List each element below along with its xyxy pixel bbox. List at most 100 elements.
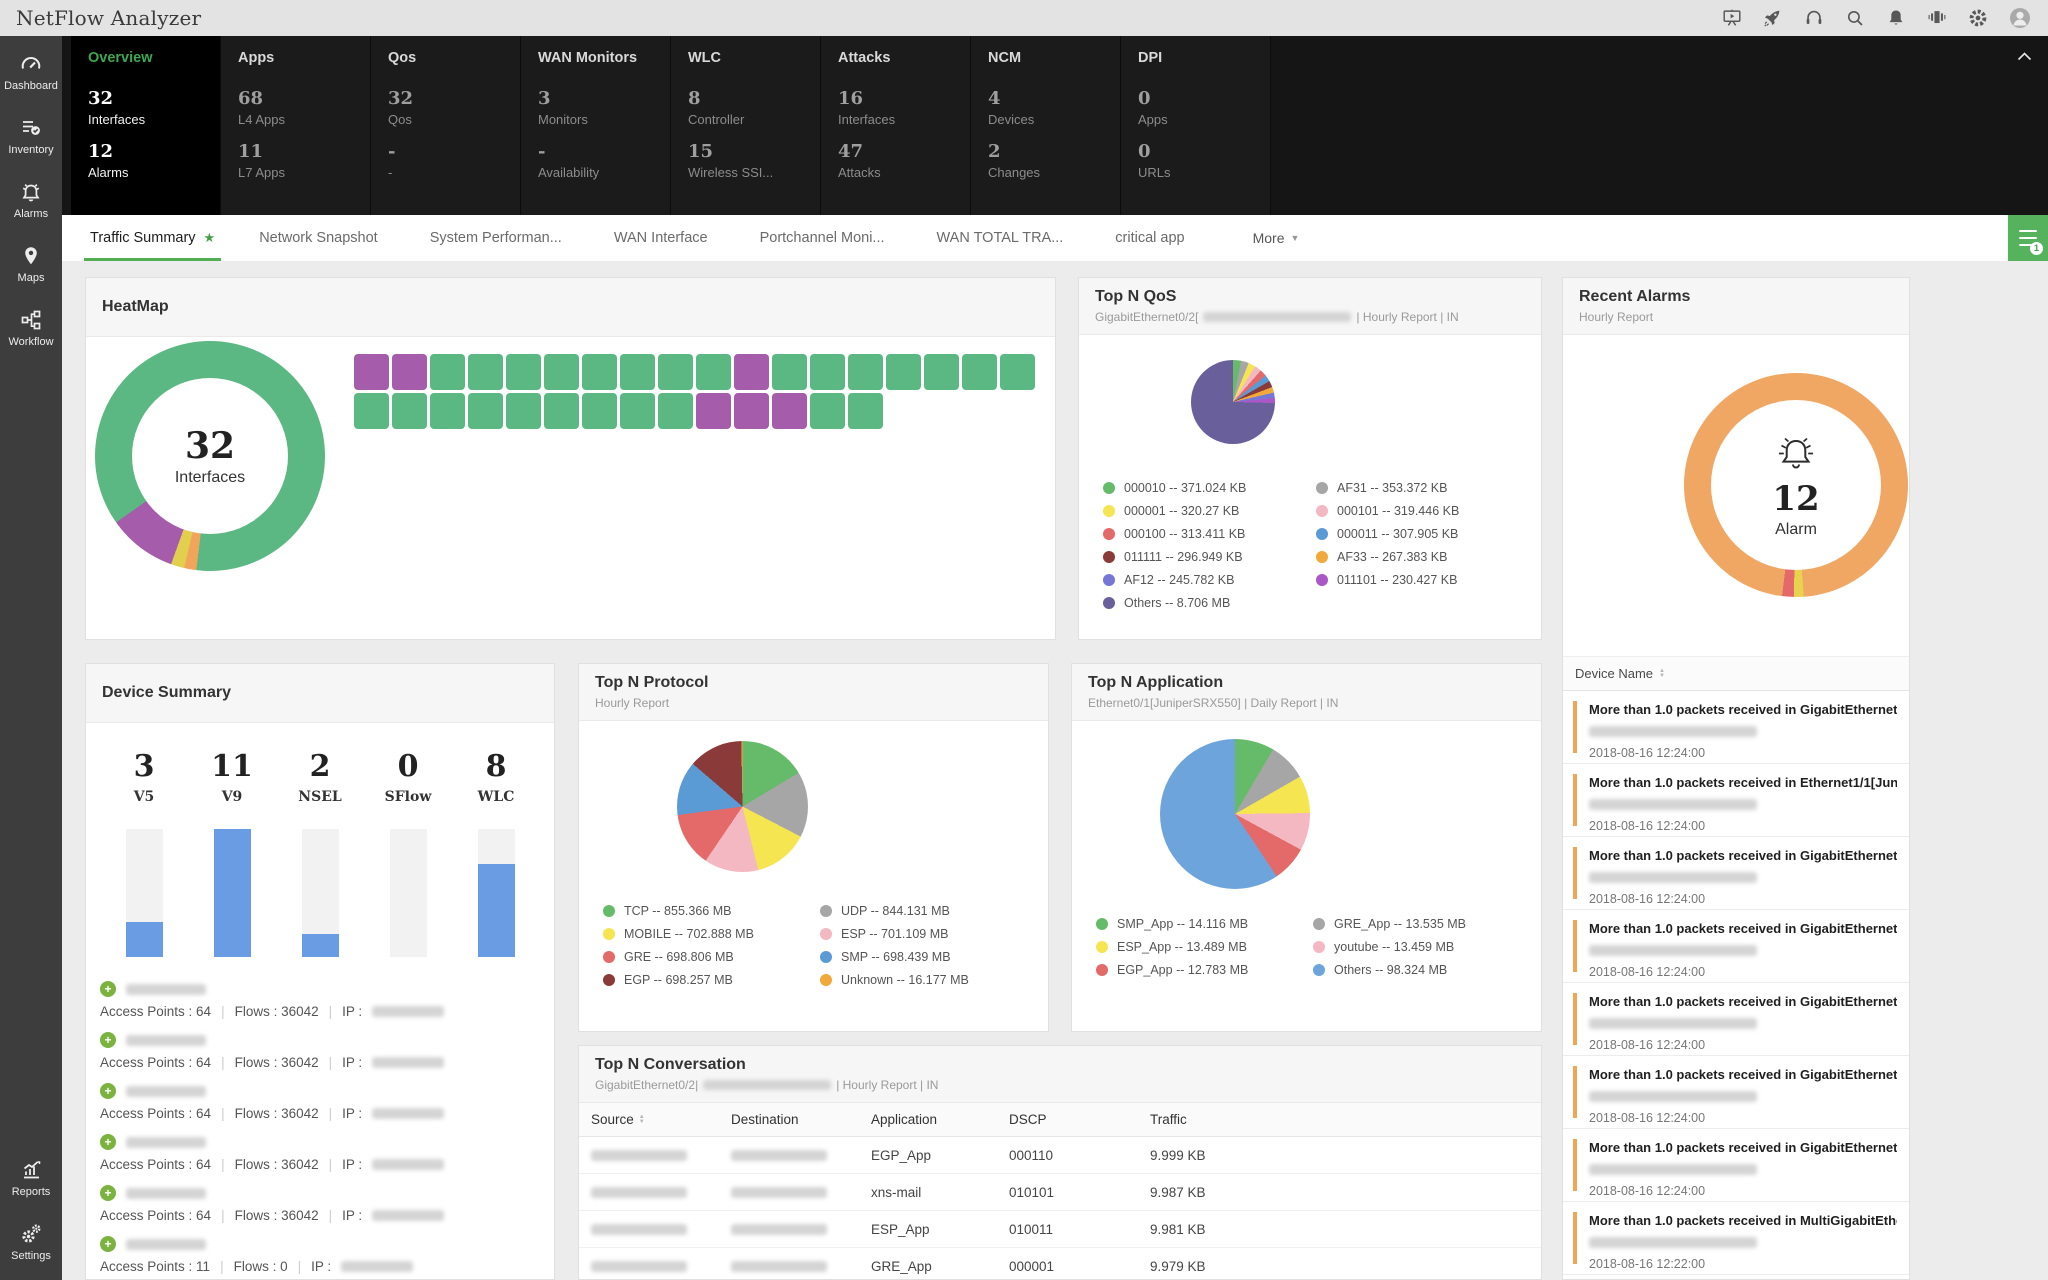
device-list-item[interactable]: + Access Points : 11 | Flows : 0 | IP : <box>100 1236 554 1274</box>
dashboard-tab[interactable]: Traffic Summary ★ <box>83 215 222 261</box>
heatmap-cell[interactable] <box>354 354 389 390</box>
device-add-icon[interactable]: + <box>100 1032 116 1048</box>
heatmap-cell[interactable] <box>658 393 693 429</box>
heatmap-cell[interactable] <box>734 393 769 429</box>
heatmap-cell[interactable] <box>430 393 465 429</box>
conversation-table-row[interactable]: GRE_App 000001 9.979 KB <box>579 1248 1541 1279</box>
heatmap-cell[interactable] <box>582 393 617 429</box>
heatmap-cell[interactable] <box>810 354 845 390</box>
heatmap-cell[interactable] <box>620 393 655 429</box>
device-name-sort-header[interactable]: Device Name ▲ ▼ <box>1563 656 1909 691</box>
heatmap-cell[interactable] <box>772 354 807 390</box>
overview-column[interactable]: Overview 32 Interfaces 12 Alarms <box>71 36 221 215</box>
conversation-table-row[interactable]: ESP_App 010011 9.981 KB <box>579 1211 1541 1248</box>
sidebar-item-reports[interactable]: Reports <box>0 1146 62 1210</box>
heatmap-cell[interactable] <box>962 354 997 390</box>
heatmap-cell[interactable] <box>544 393 579 429</box>
alarm-list-item[interactable]: More than 1.0 packets received in Gigabi… <box>1563 1275 1909 1279</box>
heatmap-cell[interactable] <box>886 354 921 390</box>
column-header-traffic[interactable]: Traffic <box>1150 1112 1187 1127</box>
dashboard-tab[interactable]: System Performan... <box>430 215 570 261</box>
conversation-table-row[interactable]: xns-mail 010101 9.987 KB <box>579 1174 1541 1211</box>
alarm-list-item[interactable]: More than 1.0 packets received in Gigabi… <box>1563 691 1909 764</box>
dashboard-list-button[interactable]: 1 <box>2008 215 2048 261</box>
heatmap-cell[interactable] <box>468 393 503 429</box>
overview-column[interactable]: DPI 0 Apps 0 URLs <box>1121 36 1271 215</box>
device-add-icon[interactable]: + <box>100 981 116 997</box>
heatmap-cell[interactable] <box>506 393 541 429</box>
conversation-table-row[interactable]: EGP_App 000110 9.999 KB <box>579 1137 1541 1174</box>
collapse-panel-chevron-icon[interactable] <box>2017 48 2032 66</box>
headset-icon[interactable] <box>1803 7 1825 29</box>
heatmap-cell[interactable] <box>582 354 617 390</box>
presentation-icon[interactable] <box>1721 7 1743 29</box>
dashboard-tab[interactable]: Portchannel Moni... <box>760 215 893 261</box>
overview-column[interactable]: NCM 4 Devices 2 Changes <box>971 36 1121 215</box>
device-list-item[interactable]: + Access Points : 64 | Flows : 36042 | I… <box>100 981 554 1019</box>
device-list-item[interactable]: + Access Points : 64 | Flows : 36042 | I… <box>100 1185 554 1223</box>
heatmap-cell[interactable] <box>924 354 959 390</box>
sidebar-item-workflow[interactable]: Workflow <box>0 296 62 360</box>
column-header-source[interactable]: Source ▲ ▼ <box>591 1112 645 1127</box>
alarm-list-item[interactable]: More than 1.0 packets received in Ethern… <box>1563 764 1909 837</box>
alarm-list-item[interactable]: More than 1.0 packets received in Gigabi… <box>1563 1129 1909 1202</box>
device-list-item[interactable]: + Access Points : 64 | Flows : 36042 | I… <box>100 1134 554 1172</box>
search-icon[interactable] <box>1844 7 1866 29</box>
alarm-list-item[interactable]: More than 1.0 packets received in MultiG… <box>1563 1202 1909 1275</box>
sidebar-item-inventory[interactable]: Inventory <box>0 104 62 168</box>
device-add-icon[interactable]: + <box>100 1185 116 1201</box>
more-tabs-dropdown[interactable]: More ▼ <box>1253 230 1300 246</box>
heatmap-cell[interactable] <box>544 354 579 390</box>
sidebar-item-dashboard[interactable]: Dashboard <box>0 40 62 104</box>
device-list-item[interactable]: + Access Points : 64 | Flows : 36042 | I… <box>100 1083 554 1121</box>
redacted-device-name <box>1589 1018 1757 1030</box>
heatmap-cell[interactable] <box>696 354 731 390</box>
sidebar-item-maps[interactable]: Maps <box>0 232 62 296</box>
heatmap-cell[interactable] <box>620 354 655 390</box>
heatmap-cell[interactable] <box>392 393 427 429</box>
overview-column[interactable]: Apps 68 L4 Apps 11 L7 Apps <box>221 36 371 215</box>
stat-label: L7 Apps <box>238 165 285 180</box>
heatmap-cell[interactable] <box>354 393 389 429</box>
heatmap-cell[interactable] <box>430 354 465 390</box>
heatmap-cell[interactable] <box>392 354 427 390</box>
dashboard-tab[interactable]: WAN TOTAL TRA... <box>937 215 1072 261</box>
heatmap-cell[interactable] <box>810 393 845 429</box>
heatmap-cell[interactable] <box>1000 354 1035 390</box>
heatmap-cell[interactable] <box>696 393 731 429</box>
overview-column[interactable]: WLC 8 Controller 15 Wireless SSI... <box>671 36 821 215</box>
heatmap-cell[interactable] <box>772 393 807 429</box>
overview-column[interactable]: Qos 32 Qos - - <box>371 36 521 215</box>
heatmap-cell[interactable] <box>734 354 769 390</box>
legend-label: ESP_App -- 13.489 MB <box>1117 940 1247 954</box>
user-avatar[interactable] <box>2008 6 2032 30</box>
heatmap-cell[interactable] <box>468 354 503 390</box>
rocket-icon[interactable] <box>1762 7 1784 29</box>
heatmap-cell[interactable] <box>848 354 883 390</box>
device-list-item[interactable]: + Access Points : 64 | Flows : 36042 | I… <box>100 1032 554 1070</box>
alarm-list-item[interactable]: More than 1.0 packets received in Gigabi… <box>1563 983 1909 1056</box>
device-add-icon[interactable]: + <box>100 1134 116 1150</box>
heatmap-cell[interactable] <box>848 393 883 429</box>
column-header-dscp[interactable]: DSCP <box>1009 1112 1047 1127</box>
alarm-list-item[interactable]: More than 1.0 packets received in Gigabi… <box>1563 837 1909 910</box>
dashboard-tab[interactable]: critical app <box>1115 215 1192 261</box>
dashboard-tab[interactable]: Network Snapshot <box>259 215 385 261</box>
overview-column[interactable]: WAN Monitors 3 Monitors - Availability <box>521 36 671 215</box>
column-header-application[interactable]: Application <box>871 1112 938 1127</box>
bell-icon[interactable] <box>1885 7 1907 29</box>
device-add-icon[interactable]: + <box>100 1236 116 1252</box>
sidebar-item-settings[interactable]: Settings <box>0 1210 62 1274</box>
overview-column[interactable]: Attacks 16 Interfaces 47 Attacks <box>821 36 971 215</box>
sidebar-item-alarms[interactable]: Alarms <box>0 168 62 232</box>
column-header-destination[interactable]: Destination <box>731 1112 799 1127</box>
redacted-device-name <box>126 1187 206 1199</box>
dashboard-tab[interactable]: WAN Interface <box>614 215 716 261</box>
device-add-icon[interactable]: + <box>100 1083 116 1099</box>
alarm-list-item[interactable]: More than 1.0 packets received in Gigabi… <box>1563 1056 1909 1129</box>
alarm-list-item[interactable]: More than 1.0 packets received in Gigabi… <box>1563 910 1909 983</box>
gear-icon[interactable] <box>1967 7 1989 29</box>
carousel-icon[interactable] <box>1926 7 1948 29</box>
heatmap-cell[interactable] <box>658 354 693 390</box>
heatmap-cell[interactable] <box>506 354 541 390</box>
